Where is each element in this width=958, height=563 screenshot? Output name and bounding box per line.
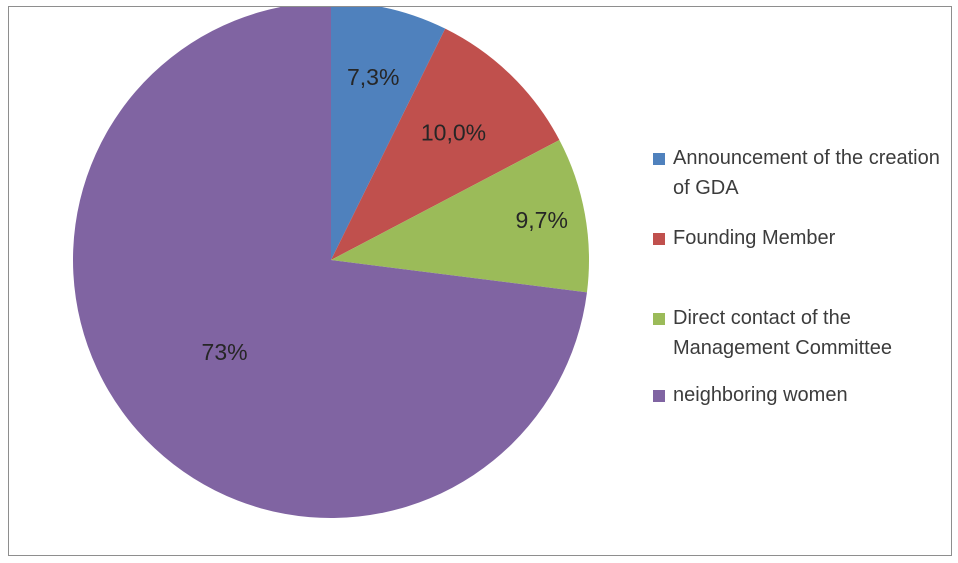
pie-slices xyxy=(73,7,589,518)
pie-slice-direct-contact xyxy=(331,139,589,293)
legend-item-announcement: Announcement of the creation of GDA xyxy=(653,143,953,203)
pie-slice-neighboring-women xyxy=(73,7,587,518)
legend-label: Direct contact of the Management Committ… xyxy=(673,307,892,359)
pie-slice-founding-member xyxy=(331,28,560,261)
legend-swatch xyxy=(653,233,665,245)
data-label-neighboring-women: 73% xyxy=(202,339,248,365)
chart-frame: 7,3% 10,0% 9,7% 73% Announcement of the cre… xyxy=(8,6,952,556)
pie-slice-announcement xyxy=(331,7,446,260)
data-label-announcement: 7,3% xyxy=(347,64,399,90)
pie-chart: 7,3% 10,0% 9,7% 73% xyxy=(73,7,589,518)
legend-swatch xyxy=(653,313,665,325)
legend-label: neighboring women xyxy=(673,384,848,406)
pie-data-labels: 7,3% 10,0% 9,7% 73% xyxy=(202,64,568,365)
data-label-founding-member: 10,0% xyxy=(421,119,486,145)
legend-item-founding-member: Founding Member xyxy=(653,223,953,253)
legend-swatch xyxy=(653,153,665,165)
legend-item-direct-contact: Direct contact of the Management Committ… xyxy=(653,303,953,363)
data-label-direct-contact: 9,7% xyxy=(515,207,567,233)
legend-swatch xyxy=(653,390,665,402)
legend-label: Announcement of the creation of GDA xyxy=(673,147,940,199)
legend-label: Founding Member xyxy=(673,227,836,249)
legend-item-neighboring-women: neighboring women xyxy=(653,380,953,410)
